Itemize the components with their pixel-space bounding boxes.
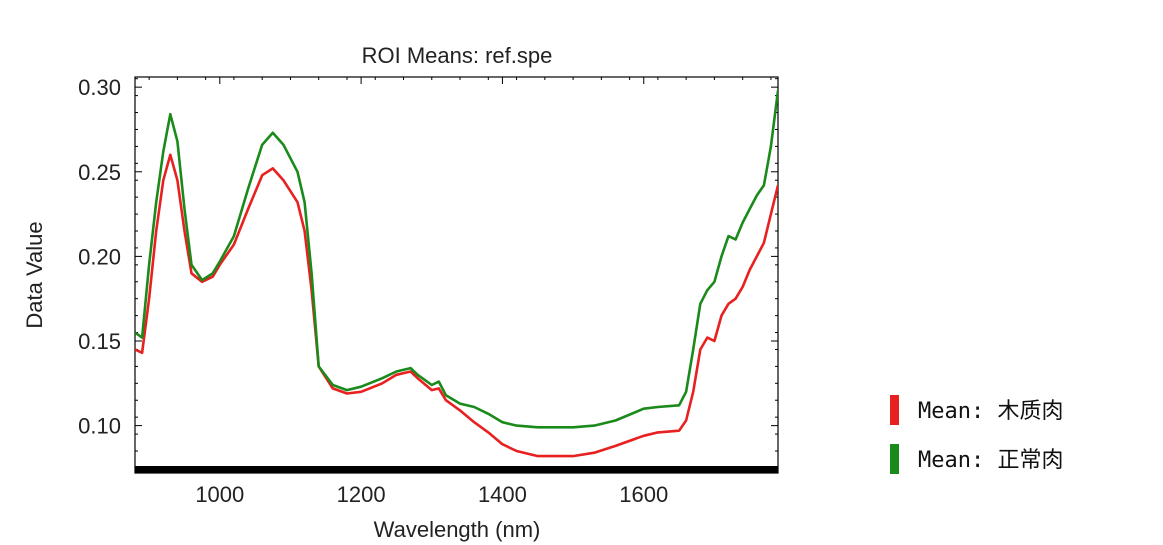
legend-label-1: Mean: 正常肉 [918,448,1063,473]
x-tick-label: 1400 [478,482,527,507]
legend-label-0: Mean: 木质肉 [918,399,1063,424]
legend-swatch-1 [890,444,899,474]
x-axis-bar [135,466,778,473]
x-tick-label: 1000 [195,482,244,507]
x-tick-label: 1200 [337,482,386,507]
legend-swatch-0 [890,395,899,425]
y-tick-labels: 0.10 0.15 0.20 0.25 0.30 [78,75,121,438]
series-line-1 [135,90,778,429]
series-line-0 [135,153,778,458]
y-tick-label: 0.20 [78,244,121,269]
legend: Mean: 木质肉 Mean: 正常肉 [890,395,1063,474]
y-tick-label: 0.15 [78,329,121,354]
x-axis-label: Wavelength (nm) [374,517,541,542]
axis-ticks [135,77,778,469]
y-tick-label: 0.25 [78,160,121,185]
y-axis-label: Data Value [22,221,47,328]
y-tick-label: 0.10 [78,414,121,439]
chart-title: ROI Means: ref.spe [362,43,553,68]
y-tick-label: 0.30 [78,75,121,100]
series-layer [135,90,778,458]
x-tick-labels: 1000 1200 1400 1600 [195,482,668,507]
plot-frame [134,76,779,474]
x-tick-label: 1600 [619,482,668,507]
